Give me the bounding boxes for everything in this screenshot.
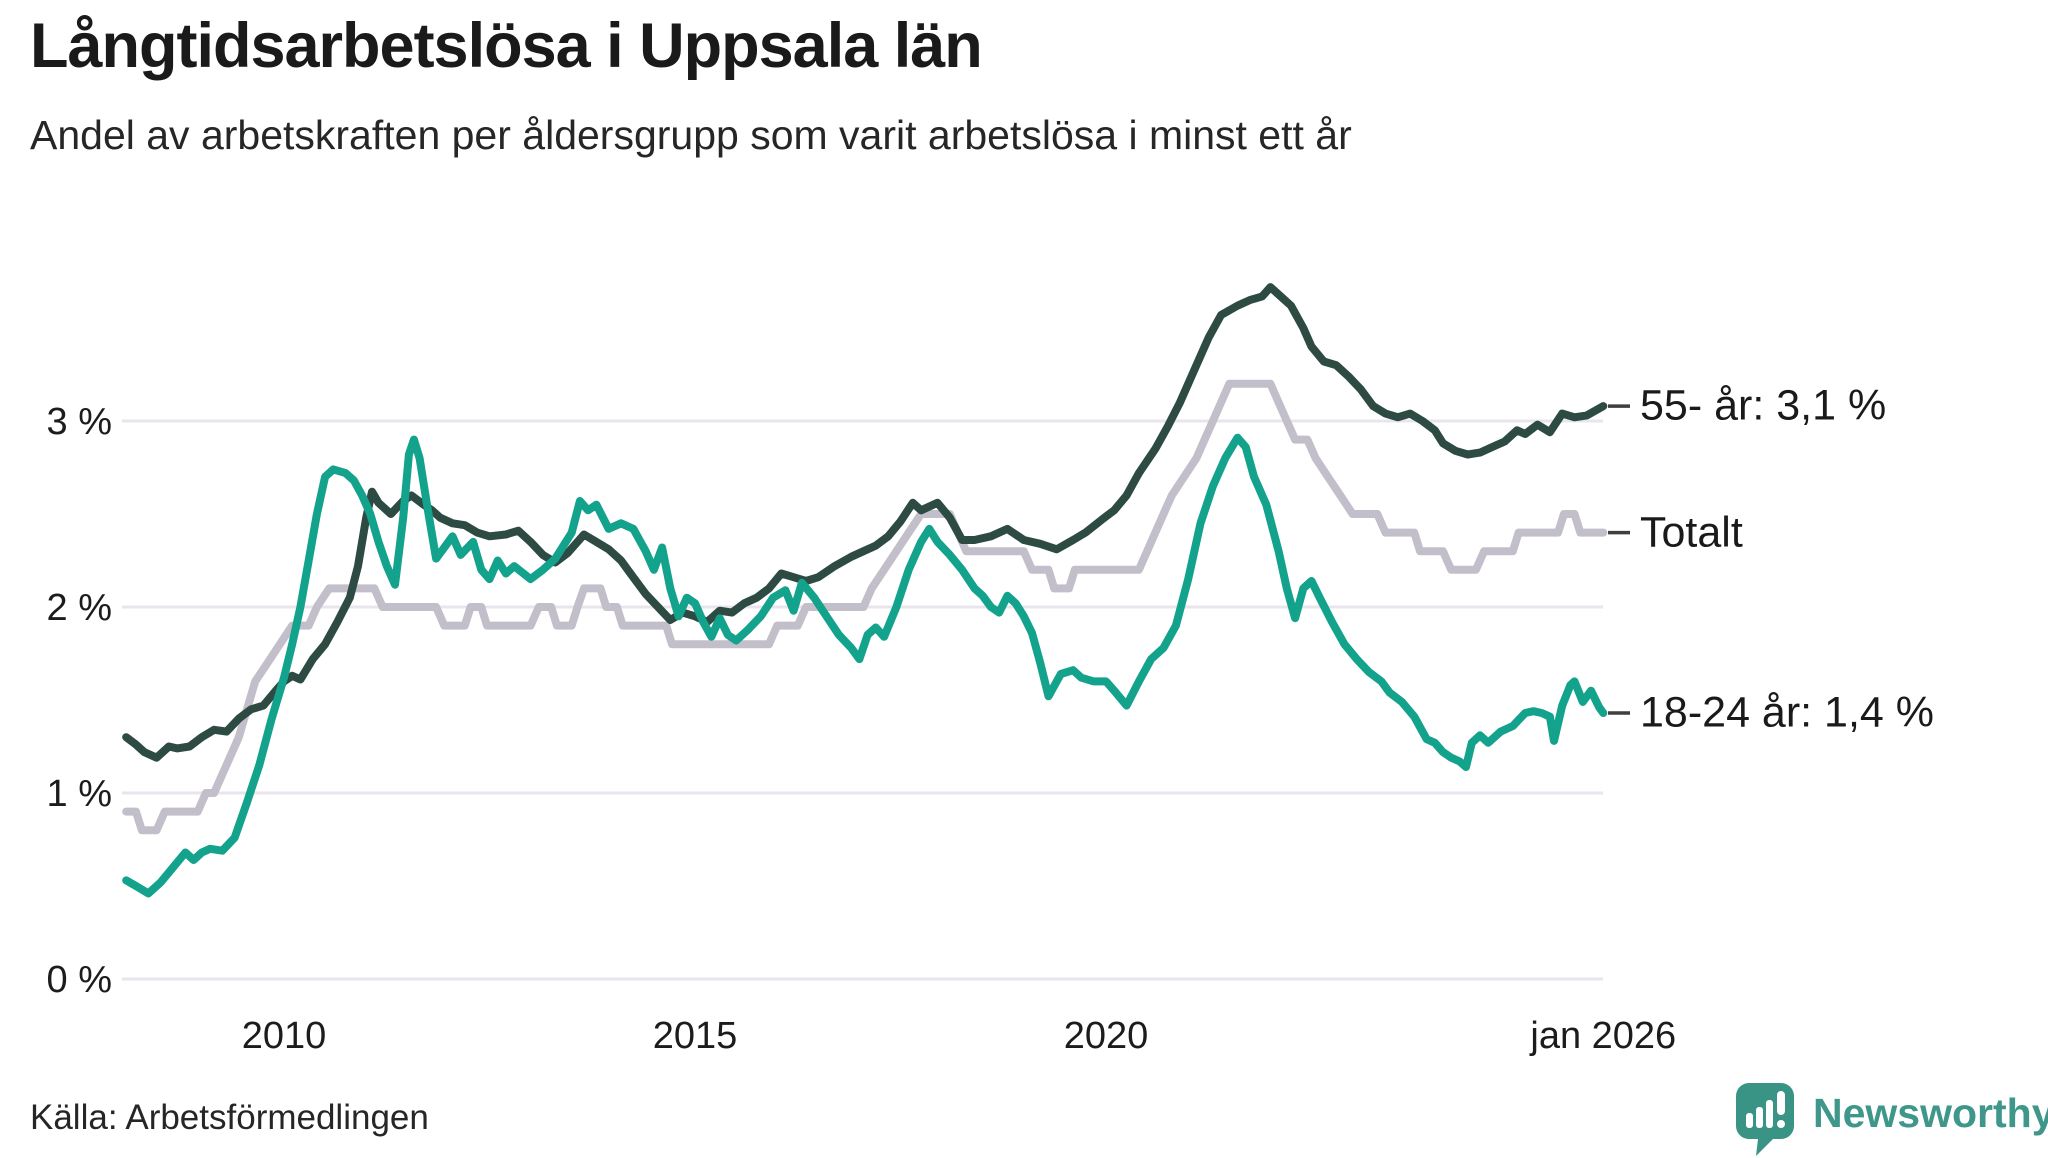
- newsworthy-wordmark: Newsworthy: [1813, 1090, 2048, 1136]
- series-line-55-ar: [122, 283, 1608, 762]
- x-axis-tick-label: 2020: [1064, 1015, 1149, 1057]
- series-end-label-55-ar: 55- år: 3,1 %: [1640, 381, 1887, 430]
- x-axis-tick-label: 2015: [653, 1015, 738, 1057]
- y-axis-tick-label: 3 %: [47, 401, 112, 443]
- series-end-label-totalt: Totalt: [1640, 508, 1743, 557]
- page-title: Långtidsarbetslösa i Uppsala län: [30, 11, 983, 81]
- newsworthy-logo: Newsworthy: [1735, 1082, 2048, 1158]
- series-end-label-18-24-ar: 18-24 år: 1,4 %: [1640, 688, 1935, 737]
- y-axis-tick-label: 1 %: [47, 773, 112, 815]
- y-axis-tick-label: 0 %: [47, 959, 112, 1001]
- series-line-18-24-ar: [122, 433, 1608, 898]
- x-axis-tick-label: jan 2026: [1529, 1015, 1676, 1057]
- x-axis-tick-label: 2010: [242, 1015, 327, 1057]
- chart-subtitle: Andel av arbetskraften per åldersgrupp s…: [30, 112, 1352, 158]
- y-axis-tick-label: 2 %: [47, 587, 112, 629]
- source-attribution: Källa: Arbetsförmedlingen: [30, 1098, 429, 1137]
- newsworthy-bubble-icon: [1736, 1083, 1794, 1156]
- series-line-totalt: [122, 379, 1608, 835]
